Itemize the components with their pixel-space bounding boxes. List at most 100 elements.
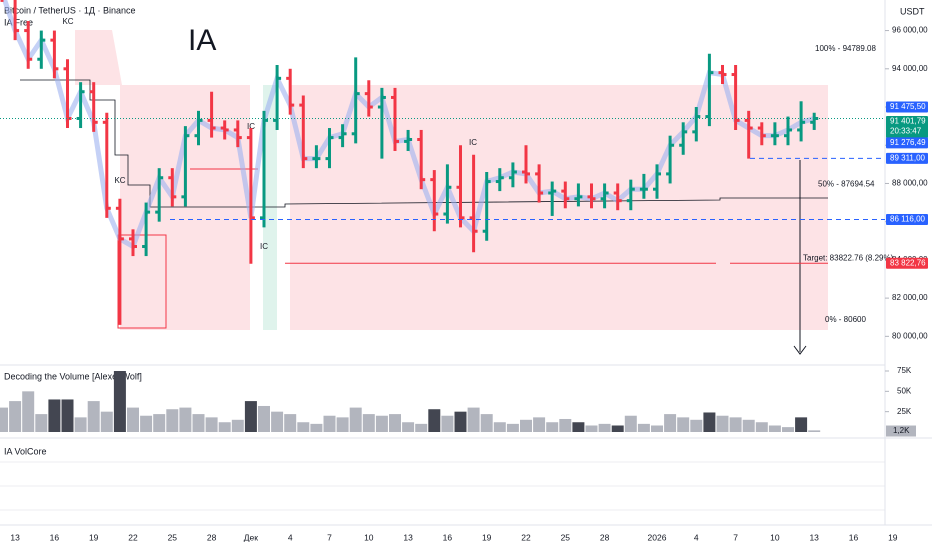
- volume-bar: [572, 422, 585, 432]
- volume-bar: [637, 423, 650, 432]
- signal-label: IC: [260, 242, 268, 251]
- volume-bar: [493, 422, 506, 432]
- volume-bar: [729, 417, 742, 432]
- x-tick-label: 10: [364, 532, 374, 542]
- volume-bar: [546, 422, 559, 432]
- watermark: IA: [188, 24, 216, 57]
- volume-bar: [415, 423, 428, 432]
- volume-bar: [271, 411, 284, 432]
- volume-bar: [113, 371, 126, 432]
- volume-bar: [61, 399, 74, 432]
- volume-bar: [520, 419, 532, 432]
- volume-bar: [467, 407, 480, 432]
- title: Bitcoin / TetherUS · 1Д · Binance: [4, 5, 136, 15]
- x-tick-label: 28: [600, 532, 610, 542]
- volume-bar: [598, 423, 611, 432]
- volume-bar: [310, 423, 323, 432]
- x-tick-label: 19: [482, 532, 492, 542]
- x-tick-label: 16: [849, 532, 859, 542]
- zone: [263, 85, 277, 330]
- signal-label: KC: [114, 176, 125, 185]
- volume-bar: [9, 401, 22, 432]
- volume-bar: [677, 417, 690, 432]
- volume-bar: [428, 409, 441, 432]
- price-marker-label: 83 822,76: [890, 258, 926, 267]
- x-tick-label: 16: [50, 532, 60, 542]
- price-marker: [886, 137, 928, 149]
- currency: USDT: [900, 6, 925, 16]
- volume-bar: [74, 417, 87, 432]
- volume-bar: [153, 414, 166, 432]
- x-tick-label: 13: [10, 532, 20, 542]
- volume-bar: [48, 399, 61, 432]
- countdown: 20:33:47: [890, 127, 922, 136]
- volume-bar: [389, 414, 401, 432]
- signal-label: IC: [469, 138, 477, 147]
- volume-bar: [768, 425, 781, 432]
- volume-bar: [35, 414, 48, 432]
- price-marker: [886, 115, 928, 138]
- volume-bar: [703, 412, 716, 432]
- signal-label: KC: [62, 17, 73, 26]
- volume-bar: [284, 414, 297, 432]
- volume-marker-label: 1,2K: [893, 426, 910, 435]
- volume-bar: [742, 419, 755, 432]
- volume-bar: [716, 415, 729, 432]
- x-tick-label: 16: [443, 532, 453, 542]
- price-marker: [886, 101, 928, 113]
- volcore-title: IA VolCore: [4, 446, 47, 456]
- volume-bar: [454, 411, 467, 432]
- volume-bar: [192, 414, 205, 432]
- volume-bar: [664, 414, 677, 432]
- volume-bar: [375, 415, 388, 432]
- x-tick-label: 19: [89, 532, 99, 542]
- x-tick-label: 10: [770, 532, 780, 542]
- price-marker-label: 91 401,79: [890, 117, 926, 126]
- price-marker-label: 89 311,00: [890, 154, 926, 163]
- price-marker: [886, 257, 928, 269]
- volume-bar: [611, 425, 624, 432]
- volume-tick-label: 75K: [897, 366, 912, 375]
- y-tick-label: 88 000,00: [892, 179, 928, 188]
- x-tick-label: 13: [809, 532, 819, 542]
- x-tick-label: 19: [888, 532, 898, 542]
- volume-bar: [100, 411, 113, 432]
- volume-bar: [808, 430, 821, 432]
- x-tick-label: 13: [403, 532, 413, 542]
- volume-marker: [886, 425, 916, 437]
- indicator: IA Free: [4, 17, 33, 27]
- volume-bar: [0, 407, 8, 432]
- volume-bar: [297, 422, 310, 432]
- x-tick-label: 4: [288, 532, 293, 542]
- price-marker-label: 86 116,00: [890, 215, 926, 224]
- x-tick-label: Дек: [244, 532, 258, 542]
- x-tick-label: 4: [694, 532, 699, 542]
- volume-bar: [244, 401, 257, 432]
- level-label: 100% - 94789.08: [815, 44, 876, 53]
- x-tick-label: 22: [521, 532, 531, 542]
- volume-bar: [506, 423, 519, 432]
- box: [117, 234, 167, 329]
- level-label: Target: 83822.76 (8.29%): [803, 253, 894, 262]
- y-tick-label: 94 000,00: [892, 64, 928, 73]
- volume-bar: [349, 407, 362, 432]
- volume-tick-label: 50K: [897, 386, 912, 395]
- price-marker: [886, 152, 928, 164]
- volume-bar: [22, 391, 35, 432]
- zone: [290, 85, 828, 330]
- x-tick-label: 28: [207, 532, 217, 542]
- volume-bar: [585, 425, 598, 432]
- price-marker: [886, 213, 928, 225]
- volume-bar: [323, 415, 336, 432]
- volume-bar: [166, 409, 179, 432]
- volume-bar: [87, 401, 100, 432]
- y-tick-label: 80 000,00: [892, 331, 928, 340]
- volume-bar: [690, 419, 703, 432]
- volume-bar: [231, 419, 244, 432]
- price-marker-label: 91 276,49: [890, 138, 926, 147]
- level-label: 0% - 80600: [825, 315, 866, 324]
- x-tick-label: 2026: [648, 532, 667, 542]
- volume-bar: [218, 422, 231, 432]
- x-tick-label: 7: [327, 532, 332, 542]
- volume-bar: [533, 417, 546, 432]
